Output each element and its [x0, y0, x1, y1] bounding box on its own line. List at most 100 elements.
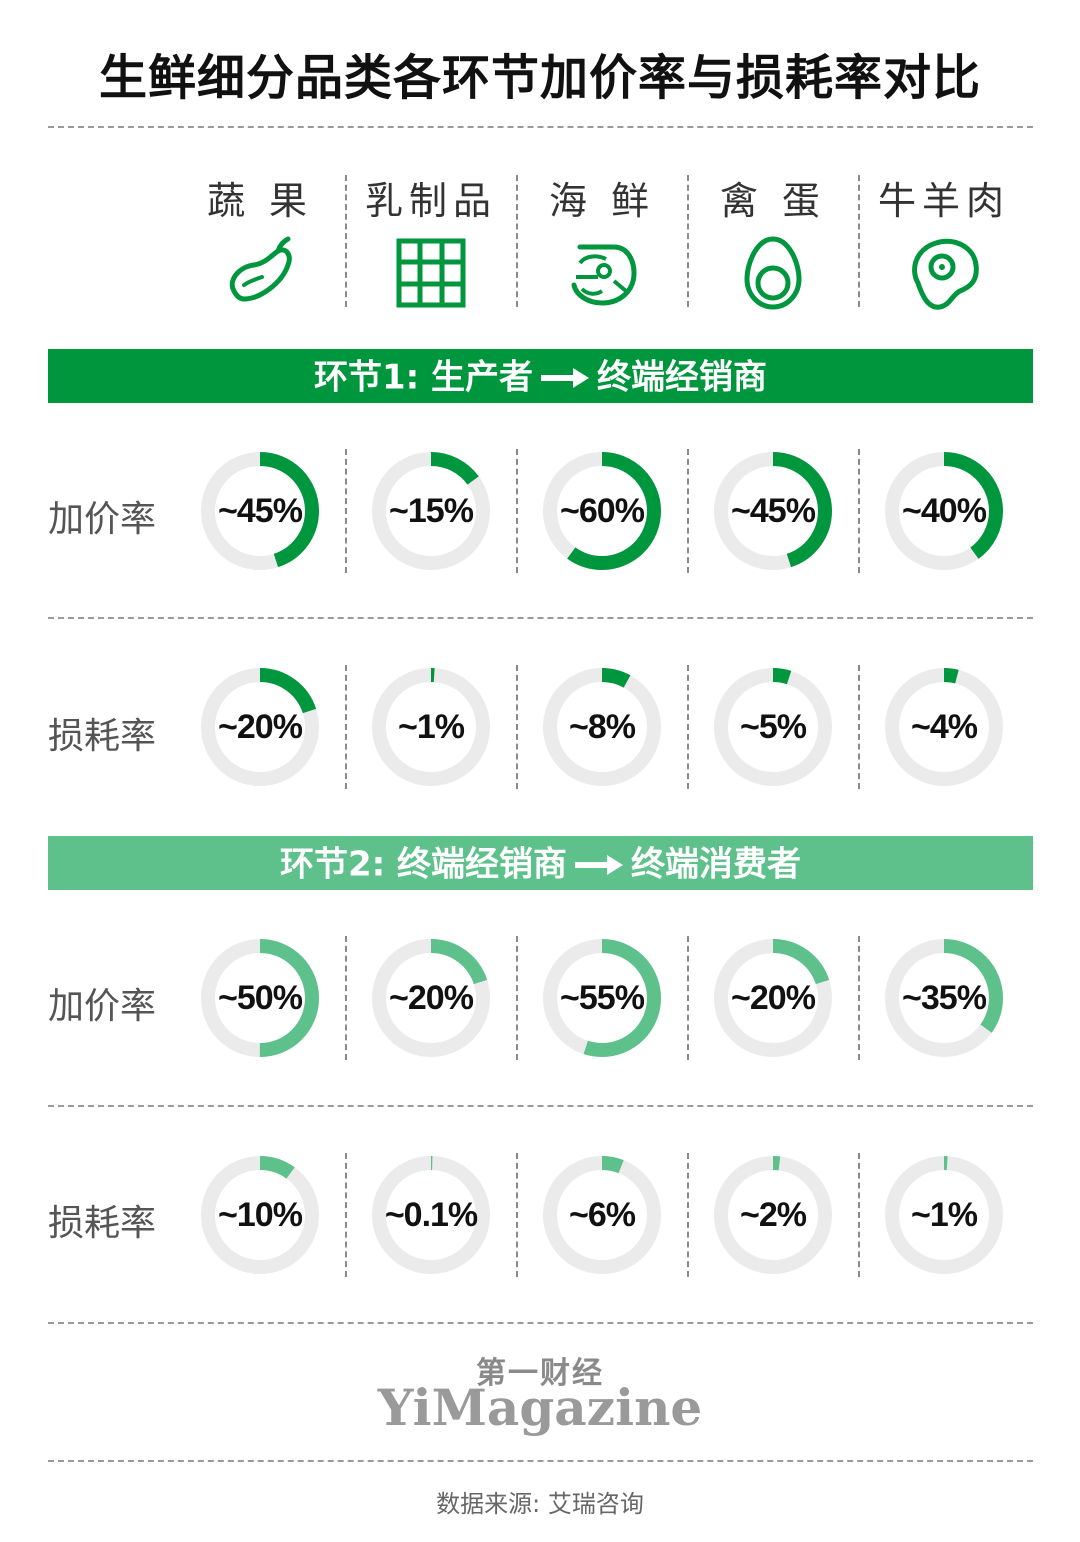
divider	[48, 126, 1033, 128]
donut-arc	[885, 668, 1003, 786]
donut-chart: ~5%	[711, 665, 835, 789]
donut-value-label: ~45%	[218, 492, 303, 530]
column-divider	[687, 665, 689, 789]
donut-chart: ~6%	[540, 1153, 664, 1277]
donut-value-label: ~1%	[398, 708, 465, 746]
brand-name-cn: 第一财经	[476, 1356, 604, 1391]
stage-1-banner: 环节1: 生产者 终端经销商	[48, 349, 1033, 403]
column-divider	[516, 1153, 518, 1277]
donut-arc	[201, 668, 319, 786]
page-title: 生鲜细分品类各环节加价率与损耗率对比	[98, 50, 981, 106]
column-divider	[345, 936, 347, 1060]
donut-arc	[714, 668, 832, 786]
donut-value-label: ~1%	[911, 1196, 978, 1234]
donut-value-label: ~10%	[218, 1196, 303, 1234]
eggplant-icon	[220, 233, 300, 313]
donut-chart: ~1%	[882, 1153, 1006, 1277]
column-divider	[516, 175, 518, 307]
category-label: 禽 蛋	[719, 179, 827, 223]
donut-arc	[714, 1156, 832, 1274]
donut-value-label: ~40%	[902, 492, 987, 530]
donut-chart: ~4%	[882, 665, 1006, 789]
donut-arc	[885, 939, 1003, 1057]
donut-chart: ~1%	[369, 665, 493, 789]
meat-steak-icon	[904, 233, 984, 313]
donut-chart: ~50%	[198, 936, 322, 1060]
column-divider	[687, 449, 689, 573]
donut-value-label: ~50%	[218, 979, 303, 1017]
column-divider	[345, 175, 347, 307]
donut-value-label: ~5%	[740, 708, 807, 746]
divider	[48, 617, 1033, 619]
donut-chart: ~20%	[711, 936, 835, 1060]
row-label-markup-2: 加价率	[48, 986, 157, 1027]
donut-chart: ~10%	[198, 1153, 322, 1277]
donut-arc	[714, 452, 832, 570]
donut-chart: ~0.1%	[369, 1153, 493, 1277]
donut-chart: ~55%	[540, 936, 664, 1060]
category-label: 乳制品	[364, 179, 497, 223]
row-label-markup-1: 加价率	[48, 499, 157, 540]
donut-chart: ~60%	[540, 449, 664, 573]
column-divider	[345, 449, 347, 573]
column-divider	[516, 936, 518, 1060]
right-arrow-icon	[575, 854, 624, 875]
donut-value-label: ~55%	[560, 979, 645, 1017]
stage-2-title-right: 终端消费者	[631, 844, 802, 885]
donut-arc	[372, 1156, 490, 1274]
category-label: 牛羊肉	[877, 179, 1010, 223]
column-divider	[858, 1153, 860, 1277]
donut-arc	[543, 939, 661, 1057]
donut-value-label: ~15%	[389, 492, 474, 530]
donut-arc	[543, 668, 661, 786]
donut-arc	[372, 452, 490, 570]
row-label-loss-1: 损耗率	[48, 716, 157, 757]
column-divider	[687, 1153, 689, 1277]
stage-2-title-left: 环节2: 终端经销商	[279, 844, 568, 885]
donut-arc	[885, 1156, 1003, 1274]
donut-value-label: ~8%	[569, 708, 636, 746]
donut-value-label: ~45%	[731, 492, 816, 530]
donut-arc	[885, 452, 1003, 570]
column-divider	[687, 175, 689, 307]
category-label: 蔬 果	[206, 179, 314, 223]
donut-chart: ~45%	[711, 449, 835, 573]
data-source: 数据来源: 艾瑞咨询	[436, 1490, 644, 1518]
donut-value-label: ~60%	[560, 492, 645, 530]
egg-icon	[733, 233, 813, 313]
donut-chart: ~40%	[882, 449, 1006, 573]
row-label-loss-2: 损耗率	[48, 1203, 157, 1244]
stage-1-title-right: 终端经销商	[597, 357, 768, 398]
divider	[48, 1460, 1033, 1462]
shrimp-icon	[562, 233, 642, 313]
column-divider	[858, 175, 860, 307]
donut-value-label: ~2%	[740, 1196, 807, 1234]
donut-arc	[714, 939, 832, 1057]
donut-value-label: ~35%	[902, 979, 987, 1017]
donut-arc	[201, 452, 319, 570]
column-divider	[345, 665, 347, 789]
stage-2-banner: 环节2: 终端经销商 终端消费者	[48, 836, 1033, 890]
divider	[48, 1322, 1033, 1324]
donut-chart: ~15%	[369, 449, 493, 573]
donut-value-label: ~0.1%	[384, 1196, 478, 1234]
brand-logo: YiMagazine	[377, 1378, 703, 1437]
column-divider	[516, 449, 518, 573]
divider	[48, 1105, 1033, 1107]
donut-arc	[201, 1156, 319, 1274]
donut-chart: ~8%	[540, 665, 664, 789]
donut-arc	[201, 939, 319, 1057]
category-label: 海 鲜	[548, 179, 656, 223]
right-arrow-icon	[541, 367, 590, 388]
column-divider	[858, 936, 860, 1060]
donut-arc	[372, 939, 490, 1057]
donut-arc	[543, 452, 661, 570]
stage-1-title-left: 环节1: 生产者	[313, 357, 534, 398]
donut-value-label: ~20%	[218, 708, 303, 746]
column-divider	[858, 449, 860, 573]
donut-chart: ~20%	[198, 665, 322, 789]
column-divider	[858, 665, 860, 789]
donut-value-label: ~4%	[911, 708, 978, 746]
column-divider	[516, 665, 518, 789]
donut-value-label: ~20%	[731, 979, 816, 1017]
